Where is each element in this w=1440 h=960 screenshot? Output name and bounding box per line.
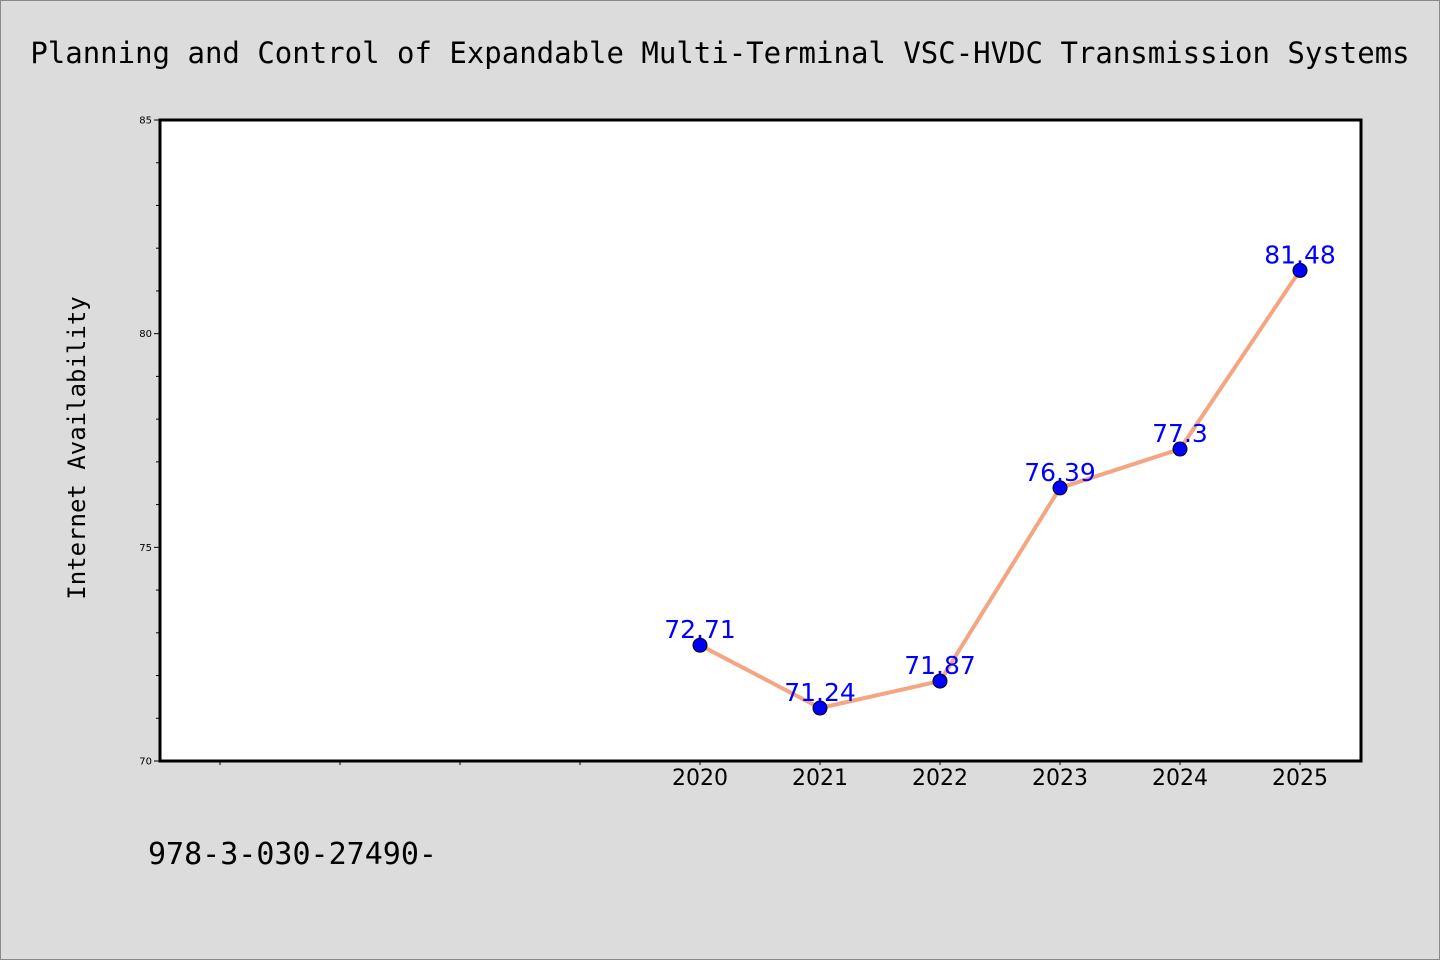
plot-border (158, 118, 1363, 763)
x-tick-label: 2021 (792, 766, 848, 791)
y-tick-label: 85 (139, 116, 152, 127)
series-line-layer (699, 269, 1302, 711)
data-point (692, 637, 708, 653)
data-points (692, 262, 1308, 716)
data-point (1292, 262, 1308, 278)
series-line (699, 269, 1302, 711)
data-labels: 72.71 71.24 71.87 76.39 77.3 81.48 (664, 240, 1336, 707)
y-tick-label: 75 (139, 543, 152, 554)
data-label: 81.48 (1264, 240, 1336, 269)
x-tick-label: 2022 (912, 766, 968, 791)
footer-isbn: 978-3-030-27490- (148, 837, 437, 872)
data-label: 71.24 (784, 678, 856, 707)
data-point (1172, 441, 1188, 457)
y-tick-labels: 70 75 80 85 (139, 116, 152, 768)
plot-area (160, 120, 1361, 761)
x-tick-label: 2023 (1032, 766, 1088, 791)
y-axis-label: Internet Availability (63, 296, 91, 599)
x-tick-label: 2020 (672, 766, 728, 791)
data-point (932, 673, 948, 689)
chart-title: Planning and Control of Expandable Multi… (30, 36, 1409, 70)
x-tick-labels: 2020 2021 2022 2023 2024 2025 (672, 766, 1328, 791)
x-tick-label: 2024 (1152, 766, 1208, 791)
data-point (1052, 480, 1068, 496)
y-tick-label: 70 (139, 757, 152, 768)
x-tick-label: 2025 (1272, 766, 1328, 791)
data-label: 76.39 (1024, 458, 1096, 487)
data-point (812, 700, 828, 716)
data-label: 77.3 (1152, 419, 1208, 448)
data-label: 71.87 (904, 651, 976, 680)
data-label: 72.71 (664, 615, 736, 644)
y-tick-label: 80 (139, 329, 152, 340)
